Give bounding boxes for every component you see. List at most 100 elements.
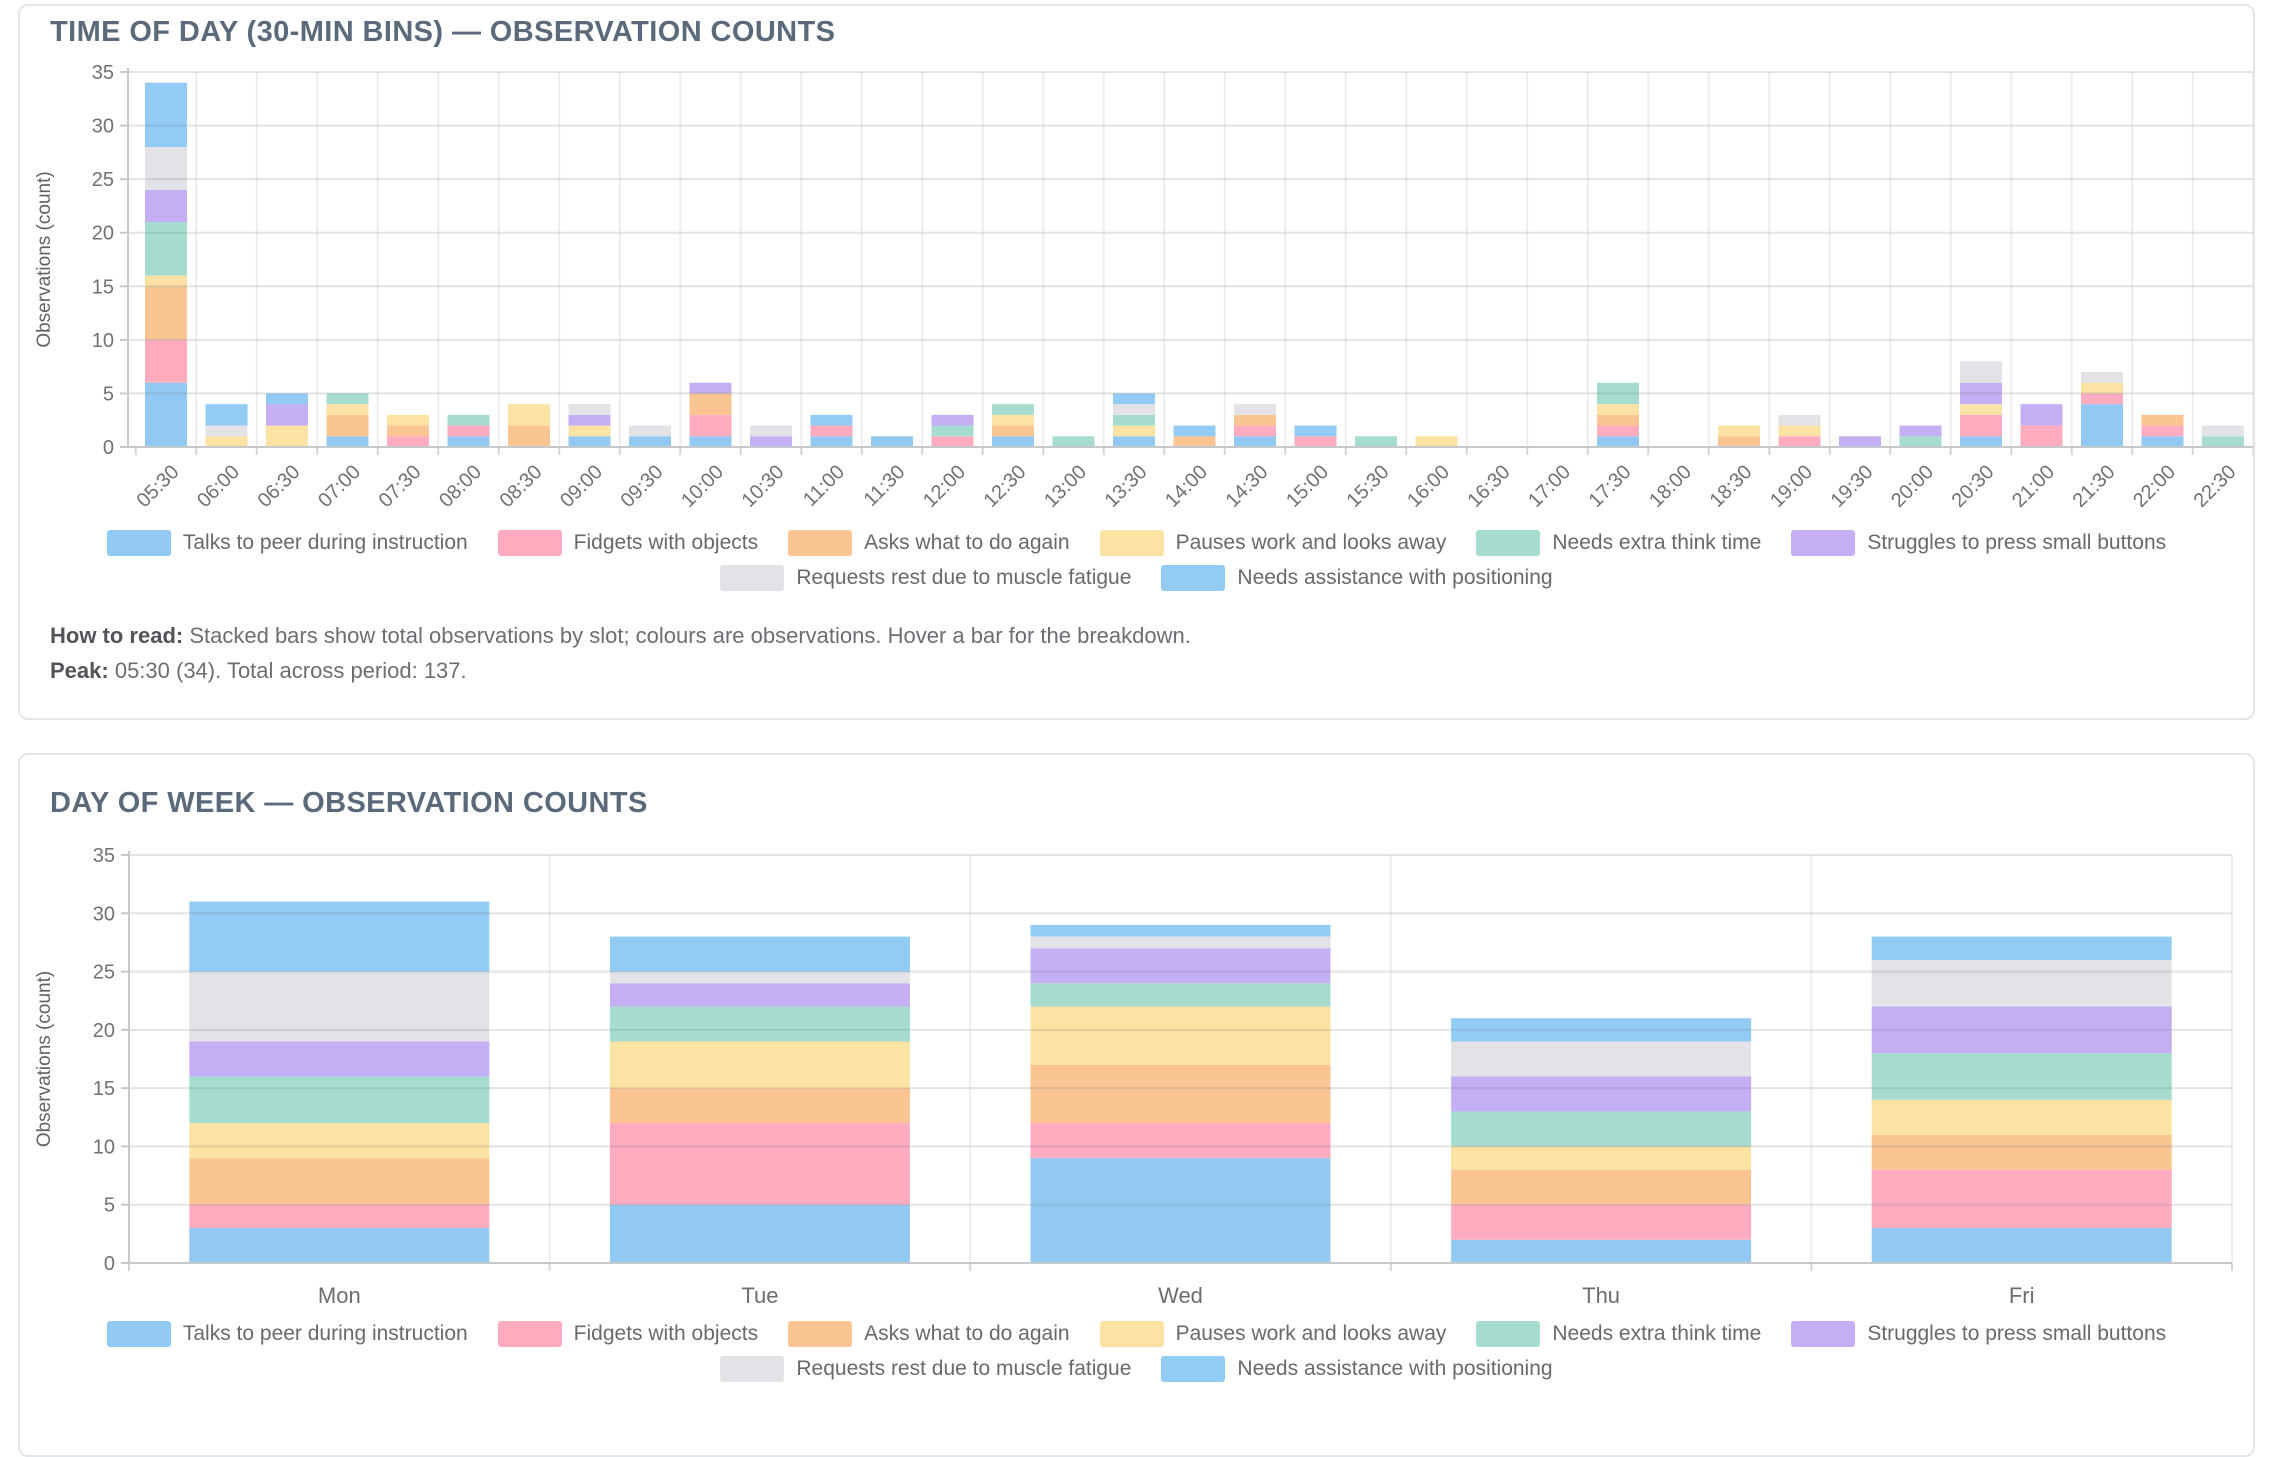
bar-segment[interactable] [609,971,910,984]
bar-segment[interactable] [1451,1076,1752,1112]
bar-segment[interactable] [1113,404,1155,415]
bar-segment[interactable] [1451,1239,1752,1263]
bar-segment[interactable] [1960,404,2002,415]
bar-segment[interactable] [1778,425,1821,437]
bar-segment[interactable] [1030,1123,1331,1159]
bar-segment[interactable] [1960,436,2002,447]
bar-segment[interactable] [629,436,671,447]
bar-segment[interactable] [326,393,369,405]
bar-segment[interactable] [2141,425,2184,437]
bar-segment[interactable] [266,404,308,426]
bar-segment[interactable] [1234,436,1276,447]
legend-item[interactable]: Asks what to do again [788,530,1070,556]
bar-segment[interactable] [1597,436,1639,447]
bar-segment[interactable] [266,425,308,447]
bar-segment[interactable] [1960,361,2002,383]
bar-segment[interactable] [568,425,611,437]
bar-segment[interactable] [1871,1053,2172,1100]
bar-segment[interactable] [145,147,187,190]
bar-segment[interactable] [1415,436,1458,447]
bar-segment[interactable] [2141,436,2184,447]
bar-segment[interactable] [1030,936,1331,949]
bar-segment[interactable] [992,436,1034,447]
bar-segment[interactable] [1030,1064,1331,1124]
bar-segment[interactable] [992,404,1034,415]
bar-segment[interactable] [145,189,187,222]
bar-segment[interactable] [1234,414,1276,426]
bar-segment[interactable] [189,1204,490,1229]
bar-segment[interactable] [1960,382,2002,405]
legend-item[interactable]: Needs assistance with positioning [1161,565,1553,591]
legend-item[interactable]: Fidgets with objects [497,1321,758,1347]
bar-segment[interactable] [145,382,187,447]
legend-item[interactable]: Needs assistance with positioning [1161,1356,1553,1382]
bar-segment[interactable] [810,436,853,447]
legend-item[interactable]: Requests rest due to muscle fatigue [720,565,1131,591]
bar-segment[interactable] [2202,436,2244,447]
bar-segment[interactable] [1871,1169,2172,1229]
bar-segment[interactable] [189,1123,490,1159]
bar-segment[interactable] [145,275,187,287]
bar-segment[interactable] [992,414,1034,426]
bar-segment[interactable] [1173,425,1216,437]
bar-segment[interactable] [2081,393,2123,405]
bar-segment[interactable] [1778,436,1821,447]
legend-item[interactable]: Needs extra think time [1476,530,1761,556]
bar-segment[interactable] [1597,425,1639,437]
bar-segment[interactable] [609,936,910,972]
bar-segment[interactable] [1451,1169,1752,1205]
bar-segment[interactable] [205,425,248,437]
bar-segment[interactable] [1173,436,1216,447]
bar-segment[interactable] [1718,436,1760,447]
bar-segment[interactable] [1960,414,2002,437]
bar-segment[interactable] [1597,382,1639,405]
legend-item[interactable]: Asks what to do again [788,1321,1070,1347]
bar-segment[interactable] [931,436,974,447]
bar-segment[interactable] [189,901,490,972]
bar-segment[interactable] [1355,436,1397,447]
bar-segment[interactable] [1052,436,1095,447]
bar-segment[interactable] [1030,1006,1331,1065]
legend-item[interactable]: Pauses work and looks away [1099,530,1446,556]
bar-segment[interactable] [145,339,187,383]
bar-segment[interactable] [1113,425,1155,437]
bar-segment[interactable] [750,436,792,447]
legend-item[interactable]: Talks to peer during instruction [106,530,468,556]
bar-segment[interactable] [1871,1099,2172,1135]
bar-segment[interactable] [1597,414,1639,426]
bar-segment[interactable] [447,436,490,447]
bar-segment[interactable] [205,404,248,426]
bar-segment[interactable] [326,404,369,415]
bar-segment[interactable] [1871,1228,2172,1263]
bar-segment[interactable] [609,1204,910,1263]
bar-segment[interactable] [609,1041,910,1089]
bar-segment[interactable] [609,983,910,1007]
bar-segment[interactable] [447,414,490,426]
bar-segment[interactable] [568,404,611,415]
bar-segment[interactable] [189,1041,490,1077]
bar-segment[interactable] [508,404,550,426]
bar-segment[interactable] [326,436,369,447]
bar-segment[interactable] [1718,425,1760,437]
bar-segment[interactable] [931,414,974,426]
bar-segment[interactable] [1451,1204,1752,1240]
bar-segment[interactable] [1113,436,1155,447]
bar-segment[interactable] [1294,436,1337,447]
bar-segment[interactable] [1871,1006,2172,1054]
bar-segment[interactable] [1899,436,1942,447]
bar-segment[interactable] [266,393,308,405]
bar-segment[interactable] [629,425,671,437]
bar-segment[interactable] [508,425,550,447]
bar-segment[interactable] [2020,425,2063,447]
bar-segment[interactable] [2020,404,2063,426]
bar-segment[interactable] [1451,1146,1752,1170]
bar-segment[interactable] [750,425,792,437]
bar-segment[interactable] [1871,959,2172,1007]
bar-segment[interactable] [447,425,490,437]
bar-segment[interactable] [1899,425,1942,437]
bar-segment[interactable] [689,382,732,394]
bar-segment[interactable] [1030,948,1331,984]
legend-item[interactable]: Struggles to press small buttons [1791,530,2166,556]
bar-segment[interactable] [689,393,732,415]
bar-segment[interactable] [189,1158,490,1205]
